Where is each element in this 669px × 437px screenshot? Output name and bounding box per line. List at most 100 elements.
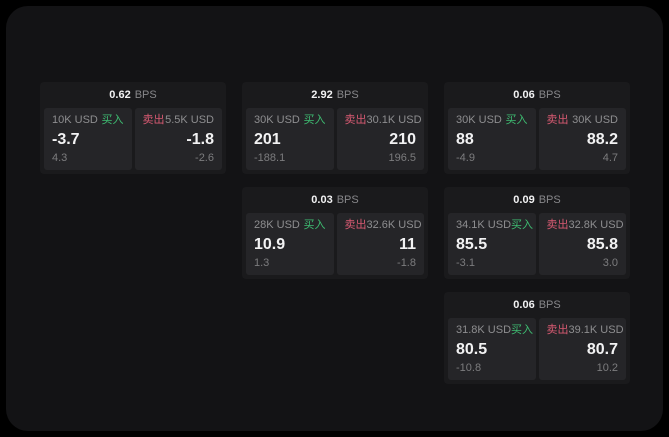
sell-panel[interactable]: 卖出 30.1K USD 210 196.5	[336, 108, 424, 170]
buy-price: 201	[254, 130, 281, 148]
buy-panel[interactable]: 34.1K USD 买入 85.5 -3.1	[448, 213, 536, 275]
buy-panel-header: 28K USD 买入	[254, 220, 326, 231]
bps-unit-label: BPS	[336, 193, 359, 206]
bps-value: 0.62	[109, 88, 131, 101]
quote-card: 2.92 BPS 30K USD 买入 201 -188.1 卖出 30.1K …	[242, 82, 428, 174]
buy-panel[interactable]: 10K USD 买入 -3.7 4.3	[44, 108, 132, 170]
bps-value: 0.03	[311, 193, 333, 206]
buy-panel-header: 30K USD 买入	[456, 115, 528, 126]
sell-tag: 卖出	[546, 324, 569, 336]
bps-value: 0.06	[513, 298, 535, 311]
sell-sub-value: 10.2	[596, 362, 618, 374]
bps-value: 0.09	[513, 193, 535, 206]
sell-amount: 30.1K USD	[366, 114, 422, 126]
sell-sub-value: 4.7	[602, 152, 618, 164]
buy-panel[interactable]: 28K USD 买入 10.9 1.3	[246, 213, 334, 275]
bps-unit-label: BPS	[538, 193, 561, 206]
buy-panel[interactable]: 30K USD 买入 201 -188.1	[246, 108, 334, 170]
card-header: 0.62 BPS	[40, 82, 226, 108]
sell-panel-header: 卖出 5.5K USD	[143, 115, 215, 126]
buy-tag: 买入	[101, 114, 124, 126]
buy-panel-header: 34.1K USD 买入	[456, 219, 533, 231]
buy-panel-header: 10K USD 买入	[52, 115, 124, 126]
sell-panel[interactable]: 卖出 39.1K USD 80.7 10.2	[538, 318, 626, 380]
buy-price: 88	[456, 130, 474, 148]
sell-sub-value: 196.5	[388, 152, 416, 164]
sell-price: 88.2	[586, 130, 618, 148]
sell-panel-header: 卖出 32.6K USD	[344, 219, 422, 231]
bps-unit-label: BPS	[538, 298, 561, 311]
buy-amount: 30K USD	[456, 114, 502, 126]
buy-amount: 10K USD	[52, 114, 98, 126]
quote-panels: 28K USD 买入 10.9 1.3 卖出 32.6K USD 11 -1.8	[242, 213, 428, 279]
sell-panel[interactable]: 卖出 32.6K USD 11 -1.8	[336, 213, 424, 275]
buy-sub-value: -10.8	[456, 362, 482, 374]
sell-price: 210	[389, 130, 416, 148]
buy-sub-value: -188.1	[254, 152, 286, 164]
sell-amount: 32.8K USD	[568, 219, 624, 231]
quote-card: 0.62 BPS 10K USD 买入 -3.7 4.3 卖出 5.5K USD	[40, 82, 226, 174]
sell-panel-header: 卖出 39.1K USD	[546, 324, 624, 336]
card-header: 0.06 BPS	[444, 82, 630, 108]
card-header: 0.09 BPS	[444, 187, 630, 213]
buy-price: 80.5	[456, 340, 488, 358]
bps-unit-label: BPS	[134, 88, 157, 101]
sell-amount: 39.1K USD	[568, 324, 624, 336]
quote-card: 0.03 BPS 28K USD 买入 10.9 1.3 卖出 32.6K US…	[242, 187, 428, 279]
bps-value: 0.06	[513, 88, 535, 101]
quote-card: 0.06 BPS 31.8K USD 买入 80.5 -10.8 卖出 39.1…	[444, 292, 630, 384]
quote-panels: 30K USD 买入 201 -188.1 卖出 30.1K USD 210 1…	[242, 108, 428, 174]
sell-tag: 卖出	[344, 219, 367, 231]
card-header: 0.06 BPS	[444, 292, 630, 318]
sell-tag: 卖出	[344, 114, 367, 126]
sell-price: -1.8	[186, 130, 214, 148]
buy-amount: 31.8K USD	[456, 324, 512, 336]
quote-cards-grid: 0.62 BPS 10K USD 买入 -3.7 4.3 卖出 5.5K USD	[40, 82, 630, 384]
quote-panels: 10K USD 买入 -3.7 4.3 卖出 5.5K USD -1.8 -2.…	[40, 108, 226, 174]
sell-panel[interactable]: 卖出 5.5K USD -1.8 -2.6	[134, 108, 222, 170]
buy-sub-value: -4.9	[456, 152, 475, 164]
quote-card: 0.09 BPS 34.1K USD 买入 85.5 -3.1 卖出 32.8K…	[444, 187, 630, 279]
sell-price: 80.7	[586, 340, 618, 358]
sell-sub-value: -2.6	[195, 152, 214, 164]
buy-sub-value: 4.3	[52, 152, 68, 164]
sell-panel[interactable]: 卖出 32.8K USD 85.8 3.0	[538, 213, 626, 275]
bps-unit-label: BPS	[538, 88, 561, 101]
buy-sub-value: -3.1	[456, 257, 475, 269]
sell-sub-value: -1.8	[397, 257, 416, 269]
quote-panels: 34.1K USD 买入 85.5 -3.1 卖出 32.8K USD 85.8…	[444, 213, 630, 279]
quote-panels: 31.8K USD 买入 80.5 -10.8 卖出 39.1K USD 80.…	[444, 318, 630, 384]
buy-panel[interactable]: 30K USD 买入 88 -4.9	[448, 108, 536, 170]
sell-tag: 卖出	[546, 114, 569, 126]
buy-tag: 买入	[505, 114, 528, 126]
buy-amount: 28K USD	[254, 219, 300, 231]
bps-value: 2.92	[311, 88, 333, 101]
sell-panel[interactable]: 卖出 30K USD 88.2 4.7	[538, 108, 626, 170]
buy-amount: 30K USD	[254, 114, 300, 126]
sell-panel-header: 卖出 30K USD	[547, 115, 619, 126]
buy-price: 85.5	[456, 235, 488, 253]
sell-amount: 5.5K USD	[165, 114, 214, 126]
sell-panel-header: 卖出 30.1K USD	[344, 114, 422, 126]
buy-tag: 买入	[303, 114, 326, 126]
buy-tag: 买入	[511, 324, 534, 336]
buy-panel[interactable]: 31.8K USD 买入 80.5 -10.8	[448, 318, 536, 380]
buy-price: 10.9	[254, 235, 286, 253]
sell-amount: 30K USD	[572, 114, 618, 126]
sell-price: 11	[399, 235, 416, 253]
sell-sub-value: 3.0	[602, 257, 618, 269]
bps-unit-label: BPS	[336, 88, 359, 101]
buy-tag: 买入	[303, 219, 326, 231]
sell-amount: 32.6K USD	[366, 219, 422, 231]
quote-panels: 30K USD 买入 88 -4.9 卖出 30K USD 88.2 4.7	[444, 108, 630, 174]
sell-tag: 卖出	[546, 219, 569, 231]
buy-amount: 34.1K USD	[456, 219, 512, 231]
card-header: 2.92 BPS	[242, 82, 428, 108]
buy-panel-header: 31.8K USD 买入	[456, 324, 533, 336]
card-header: 0.03 BPS	[242, 187, 428, 213]
sell-price: 85.8	[586, 235, 618, 253]
sell-panel-header: 卖出 32.8K USD	[546, 219, 624, 231]
quote-card: 0.06 BPS 30K USD 买入 88 -4.9 卖出 30K USD	[444, 82, 630, 174]
trading-quotes-panel: 0.62 BPS 10K USD 买入 -3.7 4.3 卖出 5.5K USD	[6, 6, 663, 431]
buy-price: -3.7	[52, 130, 80, 148]
